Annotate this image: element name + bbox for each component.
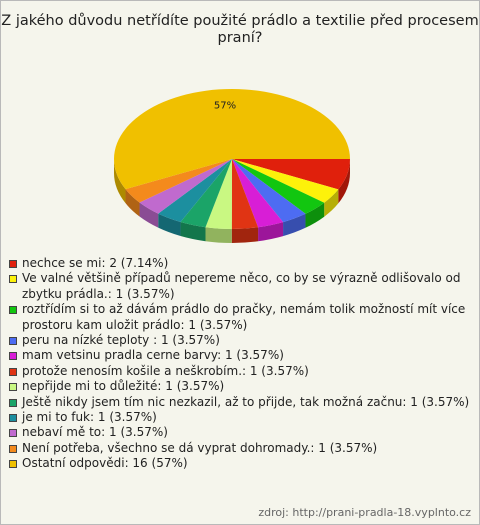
legend-label: je mi to fuk: 1 (3.57%)	[22, 410, 157, 425]
legend-swatch	[9, 352, 17, 361]
pie-side-walls	[114, 159, 350, 244]
legend: nechce se mi: 2 (7.14%) Ve valné většině …	[9, 256, 474, 472]
legend-label: nechce se mi: 2 (7.14%)	[22, 256, 169, 270]
pie-slice-side-9	[139, 202, 159, 228]
pie-slice-side-3	[283, 213, 306, 237]
legend-label: protože nenosím košile a neškrobím.: 1 (…	[22, 363, 309, 378]
pie-slice-4	[232, 159, 284, 228]
legend-label: mam vetsinu pradla cerne barvy: 1 (3.57%…	[22, 348, 284, 363]
legend-label: roztřídím si to až dávám prádlo do pračk…	[22, 302, 466, 332]
pie-slice-7	[180, 159, 232, 228]
legend-item-8: je mi to fuk: 1 (3.57%)	[9, 410, 474, 425]
legend-swatch	[9, 337, 17, 346]
legend-item-7: Ještě nikdy jsem tím nic nezkazil, až to…	[9, 395, 474, 410]
legend-item-3: peru na nízké teploty : 1 (3.57%)	[9, 333, 474, 348]
slice-label: 57%	[214, 100, 236, 111]
pie-slice-11	[113, 89, 350, 190]
legend-item-4: mam vetsinu pradla cerne barvy: 1 (3.57%…	[9, 348, 474, 363]
legend-item-2: roztřídím si to až dávám prádlo do pračk…	[9, 302, 474, 333]
legend-label: Ostatní odpovědi: 16 (57%)	[22, 456, 188, 471]
pie-slice-side-8	[158, 213, 181, 236]
legend-swatch	[9, 414, 17, 423]
pie-slice-side-7	[180, 221, 206, 242]
legend-swatch	[9, 306, 17, 315]
legend-swatch	[9, 260, 17, 268]
legend-swatch	[9, 275, 17, 284]
legend-swatch	[9, 367, 17, 376]
legend-label: Ve valné většině případů nepereme něco, …	[22, 271, 461, 301]
pie-slice-side-2	[305, 202, 325, 228]
chart-title: Z jakého důvodu netřídíte použité prádlo…	[1, 13, 479, 46]
legend-item-9: nebaví mě to: 1 (3.57%)	[9, 425, 474, 440]
pie-slice-0	[232, 159, 350, 190]
legend-label: peru na nízké teploty : 1 (3.57%)	[22, 333, 220, 348]
legend-item-11: Ostatní odpovědi: 16 (57%)	[9, 456, 474, 471]
pie-slice-side-5	[231, 227, 259, 244]
legend-item-0: nechce se mi: 2 (7.14%)	[9, 256, 474, 271]
pie-slice-10	[125, 159, 232, 203]
legend-swatch	[9, 383, 17, 392]
legend-swatch	[9, 398, 17, 407]
legend-label: nebaví mě to: 1 (3.57%)	[22, 425, 168, 440]
legend-item-6: nepřijde mi to důležité: 1 (3.57%)	[9, 379, 474, 394]
pie-slice-6	[205, 159, 232, 229]
source-note: zdroj: http://prani-pradla-18.vyplnto.cz	[258, 506, 471, 519]
pie-slice-side-6	[205, 227, 232, 243]
legend-swatch	[9, 429, 17, 438]
legend-label: nepřijde mi to důležité: 1 (3.57%)	[22, 379, 225, 394]
legend-item-1: Ve valné většině případů nepereme něco, …	[9, 271, 474, 302]
legend-label: Ještě nikdy jsem tím nic nezkazil, až to…	[22, 394, 470, 409]
legend-item-5: protože nenosím košile a neškrobím.: 1 (…	[9, 364, 474, 379]
legend-label: Není potřeba, všechno se dá vyprat dohro…	[22, 440, 378, 455]
pie-slice-5	[231, 159, 259, 230]
legend-item-10: Není potřeba, všechno se dá vyprat dohro…	[9, 441, 474, 456]
legend-swatch	[9, 460, 17, 469]
pie-slice-2	[232, 159, 325, 214]
pie-slice-1	[232, 159, 339, 203]
pie-slice-side-1	[324, 189, 339, 217]
legend-swatch	[9, 444, 17, 453]
pie-slice-side-4	[258, 222, 284, 242]
pie-slice-side-10	[125, 189, 140, 217]
pie-slice-3	[232, 159, 306, 223]
pie-slice-side-11	[114, 159, 126, 204]
pie-slice-8	[158, 159, 232, 222]
pie-chart: 57%	[113, 89, 350, 244]
pie-top-faces	[113, 89, 350, 230]
pie-slice-9	[139, 159, 232, 214]
pie-slice-side-0	[338, 159, 350, 204]
